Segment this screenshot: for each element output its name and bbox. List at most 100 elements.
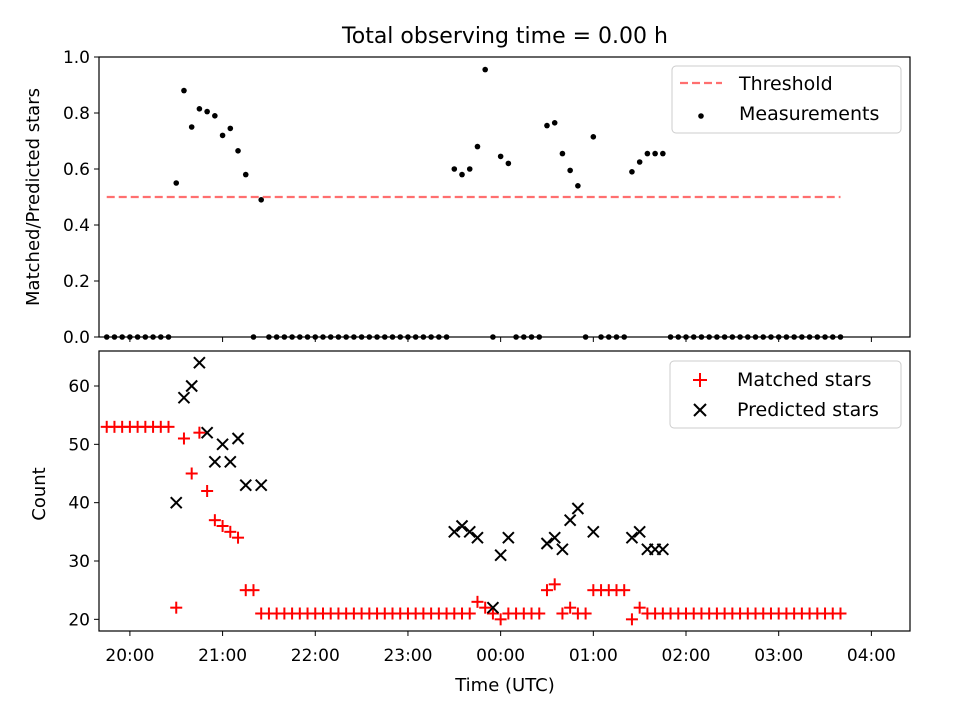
measurement-point [196, 106, 203, 112]
count-panel: 20 30 40 50 60 20:00 21:00 22:00 23:00 00:00 01:0… [29, 350, 911, 696]
count-y-axis-label: Count [29, 467, 50, 520]
count-legend: Matched stars Predicted stars [669, 360, 902, 429]
matched-star-point [162, 420, 175, 433]
matched-star-point [486, 607, 499, 620]
measurement-point [652, 150, 658, 157]
measurement-point [181, 87, 187, 94]
y-tick-label: 0.8 [63, 104, 90, 124]
measurement-point [451, 166, 458, 172]
measurement-point [644, 150, 651, 157]
measurement-point [482, 66, 488, 73]
predicted-star-point [463, 525, 476, 539]
measurement-point [590, 134, 597, 140]
measurement-point [559, 150, 566, 157]
predicted-star-point [455, 519, 469, 533]
matched-star-point [564, 601, 577, 614]
matched-star-point [579, 607, 592, 620]
matched-star-point [232, 531, 245, 544]
predicted-star-point [494, 548, 507, 562]
measurement-point [567, 167, 573, 174]
measurement-point [497, 153, 504, 160]
y-tick-label: 0.2 [63, 272, 90, 292]
predicted-star-point [193, 356, 206, 369]
legend-threshold-label: Threshold [738, 73, 833, 95]
predicted-star-point [587, 525, 600, 539]
x-tick-label: 00:00 [476, 646, 525, 666]
matched-star-point [193, 426, 206, 439]
matched-star-point [463, 607, 476, 620]
x-tick-label: 01:00 [569, 646, 618, 666]
measurement-point [212, 113, 218, 119]
matched-star-point [556, 607, 569, 620]
legend-measurements-swatch [698, 113, 704, 119]
chart-title: Total observing time = 0.00 h [341, 24, 668, 49]
predicted-star-point [656, 543, 670, 556]
measurement-point [188, 124, 195, 130]
measurement-point [575, 183, 581, 189]
x-tick-label: 03:00 [754, 646, 803, 666]
measurement-point [505, 160, 512, 167]
measurement-point [474, 143, 481, 150]
measurement-point [629, 169, 635, 175]
measurement-point [219, 132, 226, 139]
matched-star-point [208, 514, 221, 527]
y-tick-label: 1.0 [63, 48, 90, 68]
ratio-y-axis-label: Matched/Predicted stars [23, 88, 44, 306]
count-y-axis: 20 30 40 50 60 [68, 377, 99, 630]
y-tick-label: 20 [68, 610, 90, 630]
predicted-star-point [540, 537, 554, 550]
x-tick-label: 02:00 [662, 646, 711, 666]
measurement-point [660, 150, 666, 157]
measurement-point [544, 122, 550, 129]
y-tick-label: 0.4 [63, 216, 90, 236]
matched-star-point [479, 601, 492, 614]
predicted-star-point [633, 525, 646, 539]
measurement-point [173, 180, 180, 186]
count-x-axis: 20:00 21:00 22:00 23:00 00:00 01:00 02:00 03:00… [105, 631, 896, 666]
y-tick-label: 0.0 [63, 328, 90, 348]
legend-matched-label: Matched stars [737, 369, 871, 391]
measurement-point [235, 148, 241, 154]
matched-star-point [548, 578, 561, 591]
matched-star-point [494, 613, 507, 626]
matched-star-point [185, 467, 198, 480]
predicted-star-point [216, 438, 229, 451]
predicted-star-point [170, 496, 183, 509]
measurement-point [258, 197, 265, 203]
y-tick-label: 60 [68, 377, 90, 397]
predicted-star-point [502, 531, 515, 544]
measurement-point [551, 120, 558, 126]
matched-star-point [216, 520, 229, 532]
matched-star-point [540, 584, 553, 597]
predicted-star-point [448, 525, 461, 539]
measurement-point [466, 166, 473, 172]
matched-star-point [177, 432, 190, 445]
x-tick-label: 20:00 [105, 646, 154, 666]
measurement-point [242, 171, 249, 178]
legend-measurements-label: Measurements [739, 103, 879, 125]
ratio-plot-area [103, 66, 844, 340]
ratio-panel: 0.0 0.2 0.4 0.6 0.8 1.0 Matched/Predicted sta… [23, 48, 911, 348]
measurement-point [636, 159, 643, 165]
y-tick-label: 30 [68, 552, 90, 572]
legend-predicted-label: Predicted stars [737, 399, 879, 421]
matched-star-point [633, 601, 646, 614]
predicted-star-point [208, 455, 222, 469]
predicted-star-point [254, 478, 268, 492]
predicted-star-point [200, 426, 214, 439]
matched-star-point [618, 584, 631, 597]
count-plot-area [100, 356, 847, 626]
predicted-star-point [177, 391, 191, 404]
predicted-star-point [471, 531, 484, 544]
matched-star-point [471, 595, 484, 608]
x-tick-label: 23:00 [383, 646, 432, 666]
predicted-star-point [571, 502, 585, 515]
measurement-point [204, 108, 210, 115]
y-tick-label: 0.6 [63, 160, 90, 180]
x-axis-label: Time (UTC) [454, 675, 555, 696]
y-tick-label: 40 [68, 494, 90, 514]
matched-star-point [625, 613, 638, 626]
matched-star-point [201, 485, 214, 497]
predicted-star-point [239, 478, 252, 492]
